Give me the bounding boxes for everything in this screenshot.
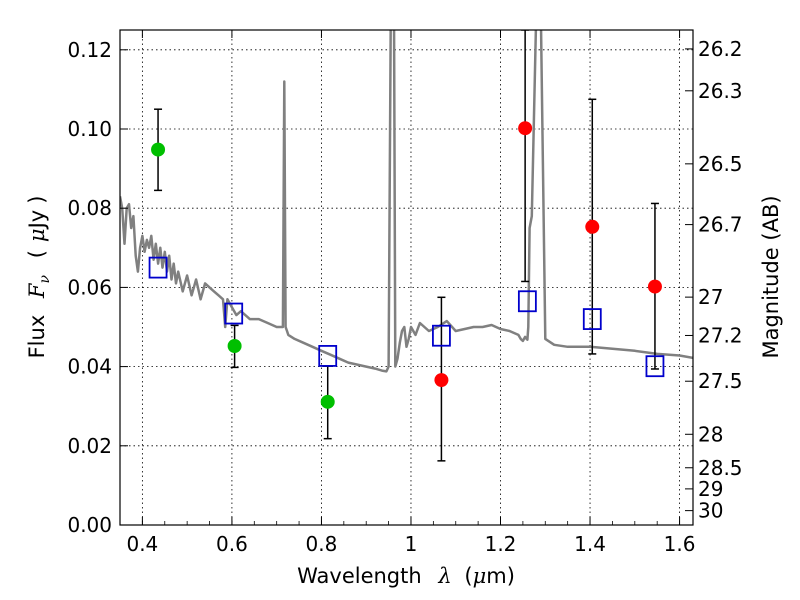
optical_photometry-point	[320, 394, 335, 409]
magnitude-tick-label: 27	[698, 285, 723, 309]
y-tick-label: 0.04	[67, 355, 112, 379]
y-tick-label: 0.12	[67, 38, 112, 62]
grid	[120, 30, 693, 526]
model_synthetic_fluxes-point	[432, 324, 451, 347]
y-axis-title: Flux Fν ( μJy)	[25, 196, 54, 359]
x-axis-title-prefix: Wavelength	[297, 564, 422, 588]
x-axis-title: Wavelength λ (μm)	[297, 564, 515, 588]
y-axis-title-unit-mu: μ	[25, 228, 49, 242]
nir_photometry-point	[647, 279, 662, 294]
model_synthetic_fluxes-point	[224, 302, 244, 325]
x-tick-label: 0.8	[306, 532, 338, 556]
model_synthetic_fluxes-point	[148, 256, 168, 279]
x-axis-title-unit-mu: μ	[473, 564, 487, 588]
y-tick-label: 0.10	[67, 117, 112, 141]
magnitude-tick-label: 30	[698, 499, 723, 523]
model_synthetic_fluxes-point	[517, 290, 537, 313]
x-tick-label: 1.4	[574, 532, 606, 556]
nir_photometry-point	[518, 121, 533, 136]
y-tick-label: 0.00	[67, 513, 112, 537]
magnitude-tick-label: 27.2	[698, 323, 743, 347]
y-axis-title-unit-close: )	[25, 196, 49, 204]
x-tick-label: 0.4	[126, 532, 158, 556]
y-tick-label: 0.06	[67, 275, 112, 299]
model-sed-line	[120, 30, 693, 373]
nir_photometry-point	[585, 219, 600, 234]
axis-ticks: 0.4 0.6 0.8 1 1.2 1.4 1.6 0.00 0.02 0.04 0.06 0.08 0…	[67, 30, 743, 556]
x-tick-label: 1.2	[485, 532, 517, 556]
magnitude-tick-label: 26.3	[698, 79, 743, 103]
optical_photometry-point	[151, 142, 166, 157]
optical_photometry-point	[227, 339, 242, 354]
model_synthetic_fluxes-point	[645, 355, 665, 378]
magnitude-tick-label: 26.5	[698, 152, 743, 176]
x-tick-label: 1	[405, 532, 418, 556]
x-axis-title-unit-open: (	[464, 564, 472, 588]
nir_photometry-point	[434, 373, 449, 388]
y-axis-title-unit-open: (	[25, 250, 49, 258]
magnitude-tick-label: 26.7	[698, 213, 743, 237]
magnitude-tick-label: 26.2	[698, 37, 743, 61]
y-tick-label: 0.08	[67, 196, 112, 220]
x-tick-label: 1.6	[664, 532, 696, 556]
y-axis-title-subscript: ν	[37, 274, 53, 283]
magnitude-tick-label: 28	[698, 422, 723, 446]
plot-frame	[119, 29, 694, 526]
magnitude-tick-label: 28.5	[698, 456, 743, 480]
magnitude-tick-label: 27.5	[698, 369, 743, 393]
model_synthetic_fluxes-point	[582, 308, 602, 330]
x-axis-title-symbol: λ	[437, 564, 451, 588]
x-tick-label: 0.6	[216, 532, 248, 556]
model_synthetic_fluxes-point	[318, 345, 338, 367]
magnitude-tick-label: 29	[698, 477, 723, 501]
y-axis-title-prefix: Flux	[25, 315, 49, 359]
secondary-axis-title: Magnitude (AB)	[759, 195, 783, 358]
y-tick-label: 0.02	[67, 434, 112, 458]
y-axis-title-symbol: F	[25, 282, 49, 299]
plot-area	[120, 30, 693, 462]
x-axis-title-unit-rest: m)	[486, 564, 515, 588]
y-axis-title-unit-rest: Jy	[25, 210, 49, 231]
